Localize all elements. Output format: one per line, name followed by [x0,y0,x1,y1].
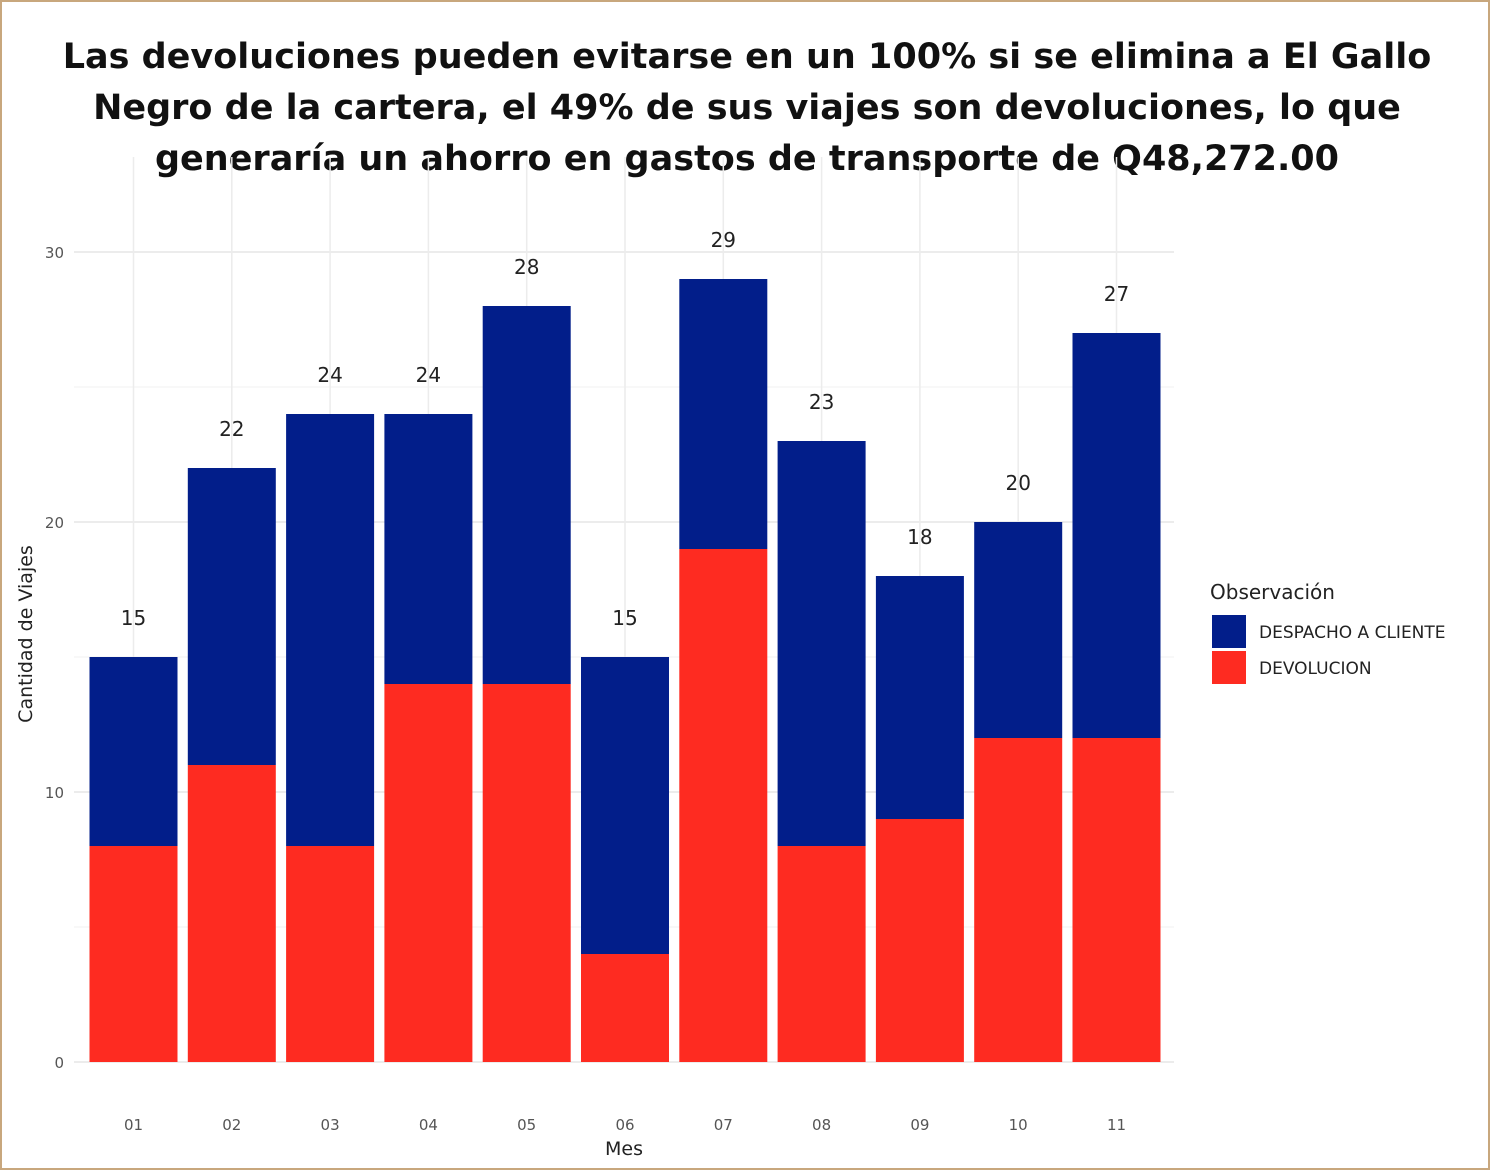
bar-devolucion-06 [581,954,669,1062]
x-tick-label-04: 04 [419,1116,438,1134]
total-label-09: 18 [907,525,932,549]
x-tick-label-03: 03 [321,1116,340,1134]
legend-label-despacho-a-cliente: DESPACHO A CLIENTE [1259,623,1446,643]
x-tick-label-06: 06 [615,1116,634,1134]
y-tick-label: 20 [45,514,64,532]
total-label-06: 15 [612,606,637,630]
total-label-01: 15 [121,606,146,630]
bar-despacho-a-cliente-11 [1072,333,1161,738]
total-label-05: 28 [514,255,539,279]
legend-title: Observación [1210,580,1335,604]
x-tick-label-02: 02 [222,1116,241,1134]
bar-despacho-a-cliente-02 [187,468,276,765]
bar-devolucion-10 [974,738,1063,1062]
bar-devolucion-02 [187,765,276,1062]
total-label-08: 23 [809,390,834,414]
bar-despacho-a-cliente-03 [286,414,375,846]
y-tick-label: 10 [45,784,64,802]
chart-title: Las devoluciones pueden evitarse en un 1… [62,37,1432,179]
bar-despacho-a-cliente-06 [581,657,669,954]
bar-devolucion-01 [89,846,178,1062]
total-label-02: 22 [219,417,244,441]
x-tick-label-08: 08 [812,1116,831,1134]
bar-devolucion-07 [679,549,768,1062]
bar-despacho-a-cliente-07 [679,279,768,549]
bar-despacho-a-cliente-10 [974,522,1063,738]
x-tick-label-07: 07 [714,1116,733,1134]
total-label-04: 24 [416,363,441,387]
bar-despacho-a-cliente-01 [89,657,178,846]
bar-devolucion-03 [286,846,375,1062]
axes-group: 0 10 20 30 01 02 03 04 05 06 07 08 09 10 11 [45,244,1126,1134]
total-label-11: 27 [1104,282,1129,306]
total-label-07: 29 [711,228,736,252]
bars-group [89,279,1161,1062]
legend-swatch-devolucion [1212,651,1246,684]
bar-devolucion-08 [777,846,866,1062]
x-tick-label-05: 05 [517,1116,536,1134]
bar-devolucion-05 [482,684,571,1062]
bar-devolucion-09 [875,819,964,1062]
x-tick-label-10: 10 [1009,1116,1028,1134]
bar-devolucion-11 [1072,738,1161,1062]
x-tick-label-09: 09 [910,1116,929,1134]
bar-despacho-a-cliente-09 [875,576,964,819]
y-tick-label: 30 [45,244,64,262]
bar-despacho-a-cliente-04 [384,414,473,684]
bar-devolucion-04 [384,684,473,1062]
y-axis-label: Cantidad de Viajes [15,545,37,723]
x-tick-label-11: 11 [1107,1116,1126,1134]
x-tick-label-01: 01 [124,1116,143,1134]
legend-label-devolucion: DEVOLUCION [1259,659,1372,679]
y-tick-label: 0 [54,1054,64,1072]
bar-despacho-a-cliente-05 [482,306,571,684]
x-axis-label: Mes [605,1138,643,1160]
total-label-10: 20 [1005,471,1030,495]
total-label-03: 24 [317,363,342,387]
legend-swatch-despacho-a-cliente [1212,615,1246,648]
legend: Observación DESPACHO A CLIENTE DEVOLUCION [1210,580,1446,684]
total-labels-group: 15 22 24 24 28 15 29 23 18 20 27 [121,228,1129,630]
bar-despacho-a-cliente-08 [777,441,866,846]
